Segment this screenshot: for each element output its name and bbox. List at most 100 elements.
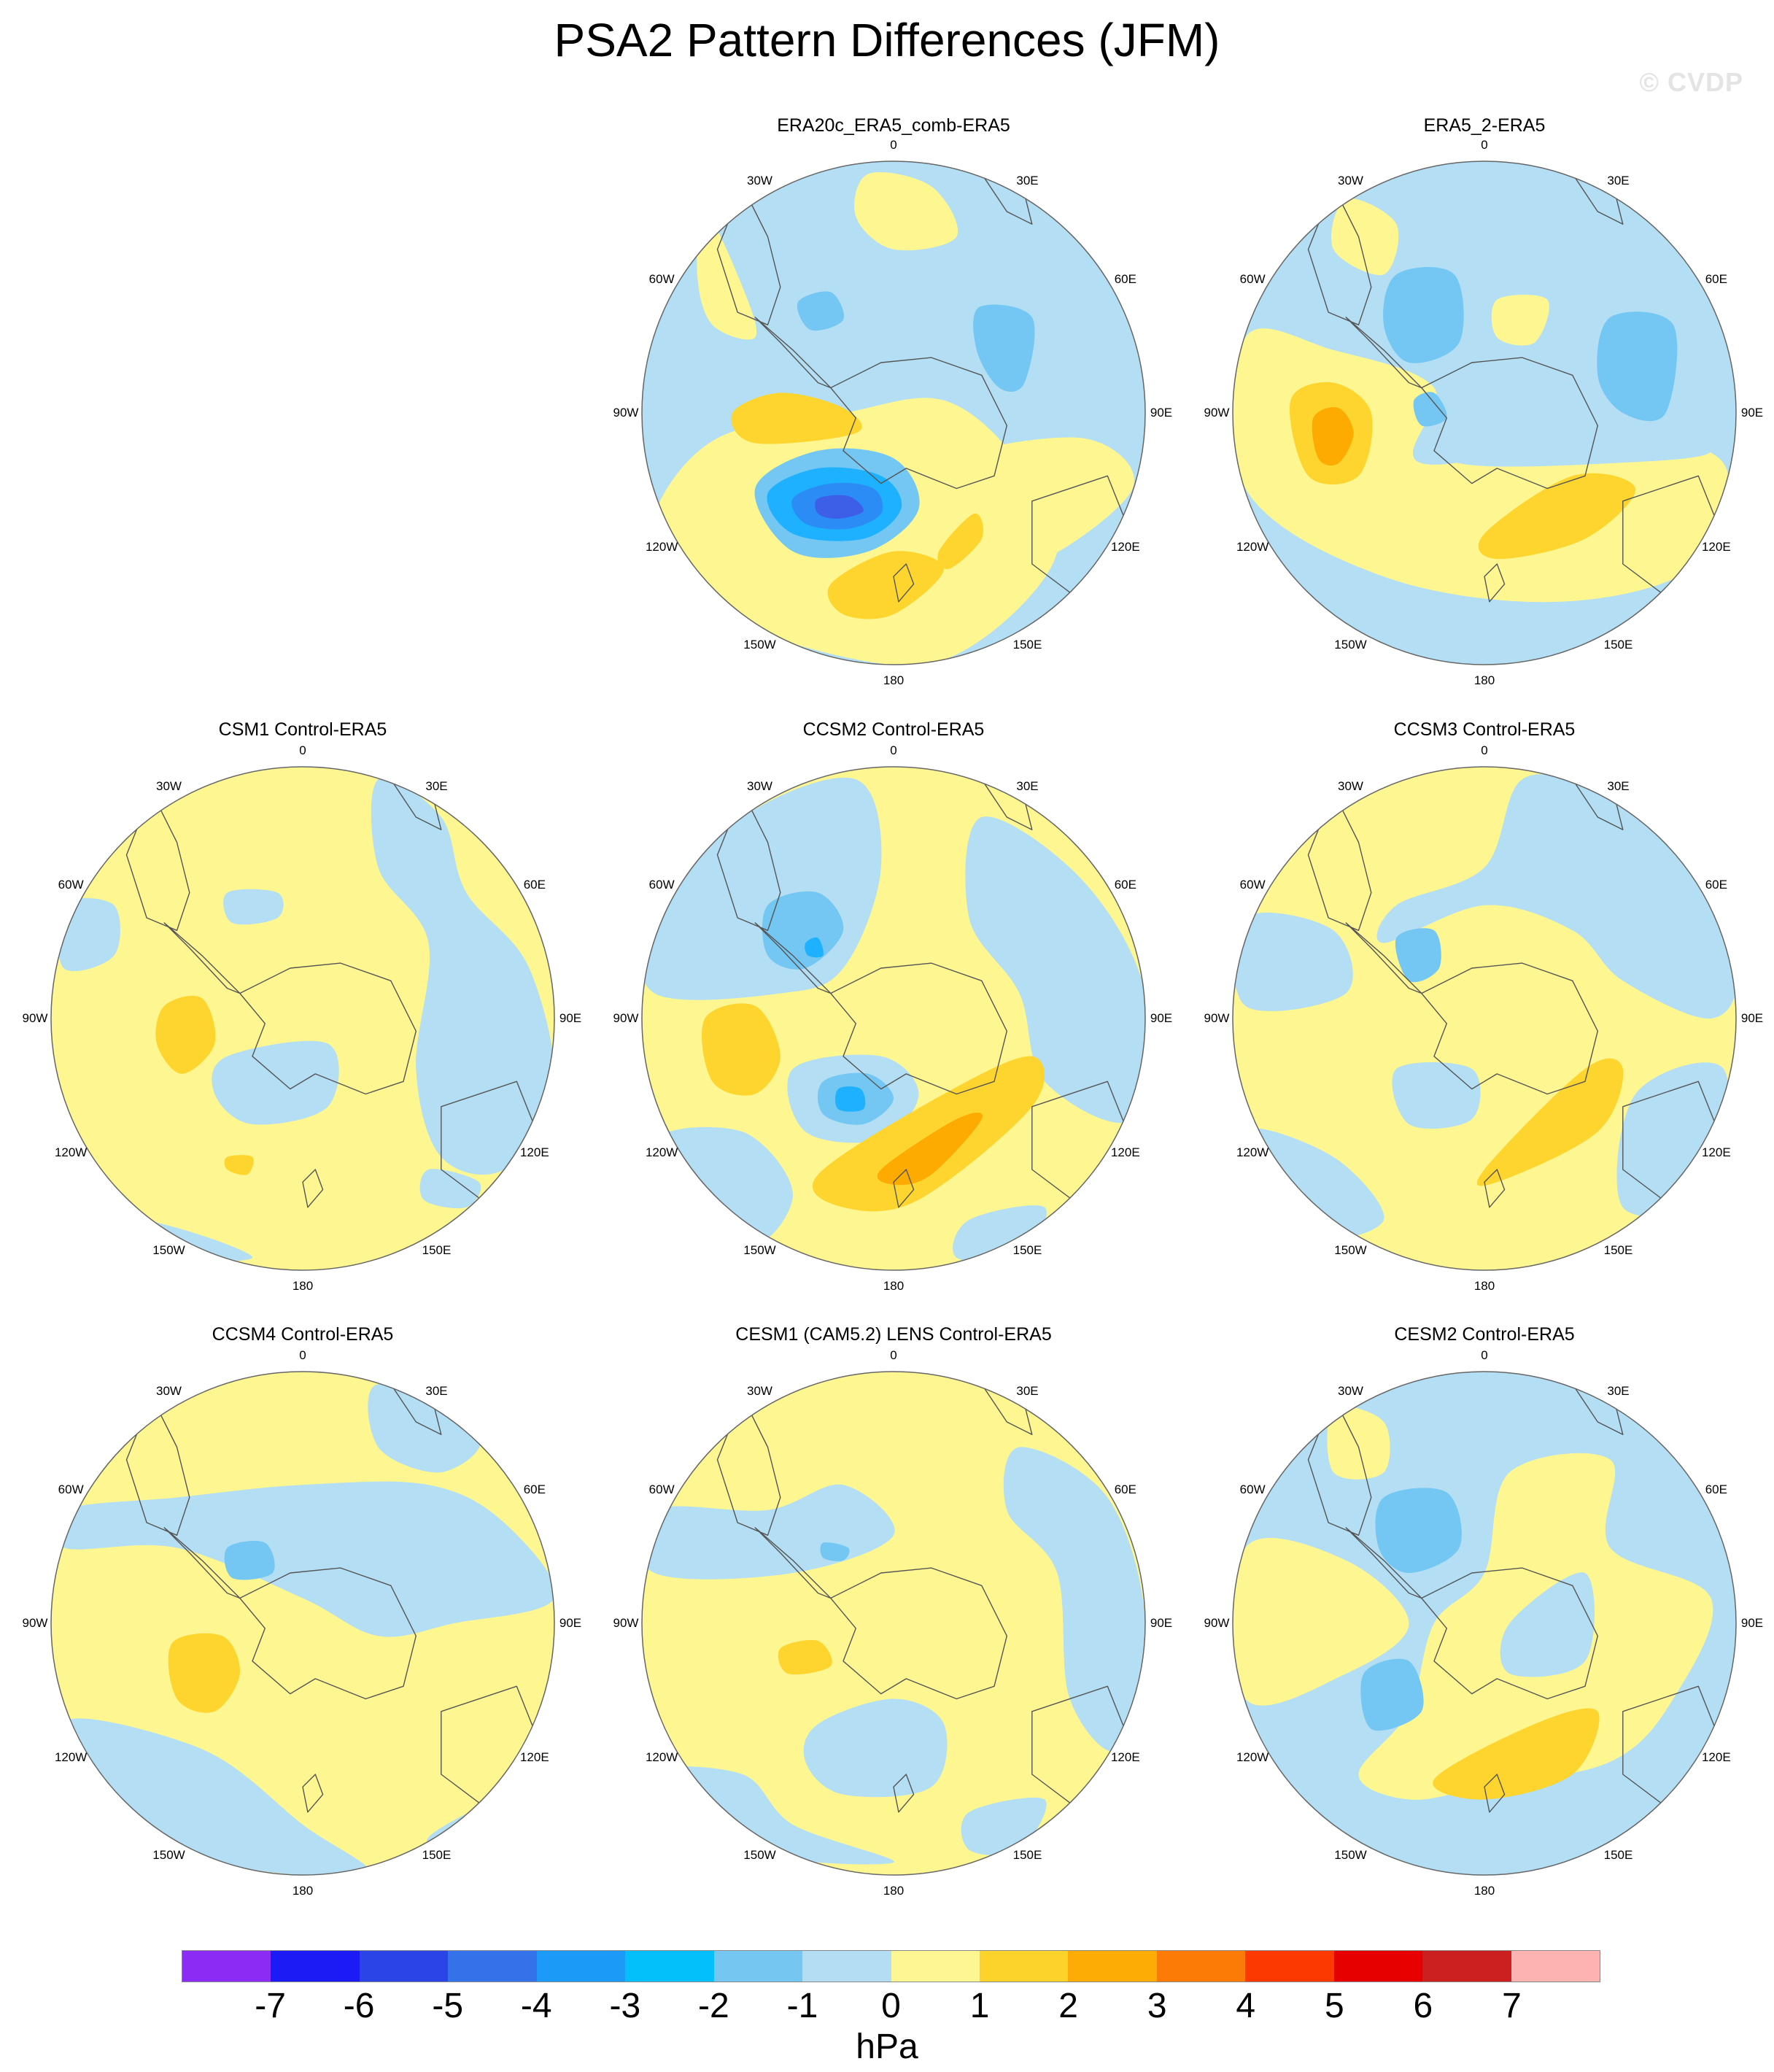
anomaly-contour	[1478, 473, 1636, 560]
colorbar-tick-label: -6	[343, 1987, 375, 2025]
longitude-label: 120E	[519, 1750, 549, 1764]
anomaly-contour	[368, 1384, 481, 1473]
coastline	[239, 962, 417, 1095]
anomaly-contour	[973, 304, 1035, 393]
figure-title: PSA2 Pattern Differences (JFM)	[554, 14, 1220, 66]
longitude-label: 150W	[743, 1847, 776, 1862]
map-border	[1232, 1371, 1737, 1876]
longitude-label: 60W	[648, 1482, 675, 1496]
panel-title: ERA5_2-ERA5	[1423, 115, 1546, 136]
longitude-label: 60W	[58, 877, 84, 892]
anomaly-contour	[1375, 1488, 1462, 1573]
map-border	[641, 766, 1146, 1271]
longitude-label: 30E	[1016, 779, 1039, 794]
anomaly-contour	[419, 1169, 481, 1209]
coastline	[830, 357, 1007, 490]
longitude-label: 120E	[1110, 539, 1140, 554]
anomaly-contour	[63, 1718, 371, 1875]
polar-map	[1232, 1371, 1737, 1876]
coastline	[893, 1774, 915, 1813]
anomaly-contour	[827, 551, 944, 619]
longitude-label: 180	[1473, 1884, 1495, 1898]
map-border	[641, 161, 1146, 665]
colorbar-tick-label: 1	[969, 1987, 990, 2025]
longitude-label: 90E	[559, 1616, 582, 1630]
panel-title: CESM1 (CAM5.2) LENS Control-ERA5	[735, 1324, 1052, 1345]
longitude-label: 120W	[1236, 1750, 1269, 1764]
colorbar-tick-label: 6	[1413, 1987, 1433, 2025]
anomaly-contour	[854, 172, 958, 251]
coastline	[1307, 1396, 1372, 1536]
colorbar-tick-label: 2	[1058, 1987, 1078, 2025]
map-border	[1232, 161, 1737, 665]
anomaly-contour	[224, 1155, 254, 1175]
coastline	[1421, 1567, 1598, 1700]
coastline	[1345, 1527, 1422, 1599]
longitude-label: 60E	[1705, 1482, 1727, 1496]
anomaly-contour	[654, 1126, 793, 1247]
anomaly-contour	[212, 1040, 339, 1125]
coastline	[893, 563, 915, 603]
anomaly-contour	[51, 1481, 554, 1637]
longitude-label: 90E	[559, 1011, 582, 1025]
longitude-label: 30W	[747, 1384, 772, 1399]
colorbar-tick-label: 7	[1502, 1987, 1522, 2025]
colorbar-tick-label: -7	[255, 1987, 286, 2025]
longitude-label: 180	[292, 1279, 314, 1293]
longitude-label: 120W	[1236, 1145, 1269, 1159]
map-border	[50, 766, 555, 1271]
panel-title: CCSM4 Control-ERA5	[212, 1324, 394, 1345]
longitude-label: 90E	[1740, 1616, 1764, 1630]
colorbar-swatch	[1511, 1951, 1600, 1982]
anomaly-contour	[1312, 407, 1354, 466]
longitude-label: 60W	[1239, 271, 1266, 286]
longitude-label: 150W	[152, 1847, 185, 1862]
anomaly-contour	[877, 1112, 983, 1186]
anomaly-contour	[1003, 1447, 1145, 1752]
anomaly-contour	[1413, 392, 1447, 427]
anomaly-contour	[1331, 198, 1399, 276]
anomaly-contour	[731, 393, 862, 444]
polar-map	[1232, 161, 1737, 665]
coastline	[716, 791, 781, 931]
longitude-label: 90E	[1150, 1616, 1173, 1630]
longitude-label: 30W	[156, 1384, 182, 1399]
anomaly-contour	[940, 437, 1134, 565]
colorbar-swatch	[1422, 1951, 1511, 1982]
colorbar	[182, 1950, 1600, 1982]
colorbar-tick-label: -2	[698, 1987, 729, 2025]
longitude-label: 90W	[1204, 1011, 1230, 1025]
colorbar-tick-label: 4	[1236, 1987, 1256, 2025]
anomaly-contour	[778, 1639, 832, 1675]
panel-title: ERA20c_ERA5_comb-ERA5	[777, 115, 1010, 136]
longitude-label: 0	[1481, 743, 1488, 757]
longitude-label: 150W	[743, 637, 776, 652]
longitude-label: 180	[1473, 1279, 1495, 1293]
longitude-label: 150E	[422, 1242, 452, 1257]
colorbar-tick-label: -1	[786, 1987, 818, 2025]
anomaly-contour	[835, 1086, 866, 1112]
longitude-label: 30E	[1607, 174, 1630, 188]
anomaly-contour	[937, 513, 983, 570]
coastline	[893, 1169, 915, 1208]
polar-map	[1232, 766, 1737, 1271]
coastline	[239, 1567, 417, 1700]
longitude-label: 60E	[1114, 1482, 1136, 1496]
colorbar-tick-label: 5	[1324, 1987, 1344, 2025]
anomaly-contour	[1491, 294, 1549, 346]
colorbar-swatch	[1068, 1951, 1157, 1982]
colorbar-units: hPa	[856, 2027, 918, 2066]
polar-map	[641, 766, 1146, 1271]
anomaly-contour	[1244, 1128, 1384, 1239]
anomaly-contour	[1233, 912, 1353, 1011]
coastline	[1484, 1169, 1506, 1208]
longitude-label: 150W	[743, 1242, 776, 1257]
longitude-label: 60W	[58, 1482, 84, 1496]
coastline	[1484, 563, 1506, 603]
coastline	[754, 922, 832, 994]
longitude-label: 180	[292, 1884, 314, 1898]
colorbar-swatch	[271, 1951, 360, 1982]
longitude-label: 120W	[1236, 539, 1269, 554]
longitude-label: 180	[1473, 673, 1495, 687]
longitude-label: 60E	[523, 1482, 546, 1496]
